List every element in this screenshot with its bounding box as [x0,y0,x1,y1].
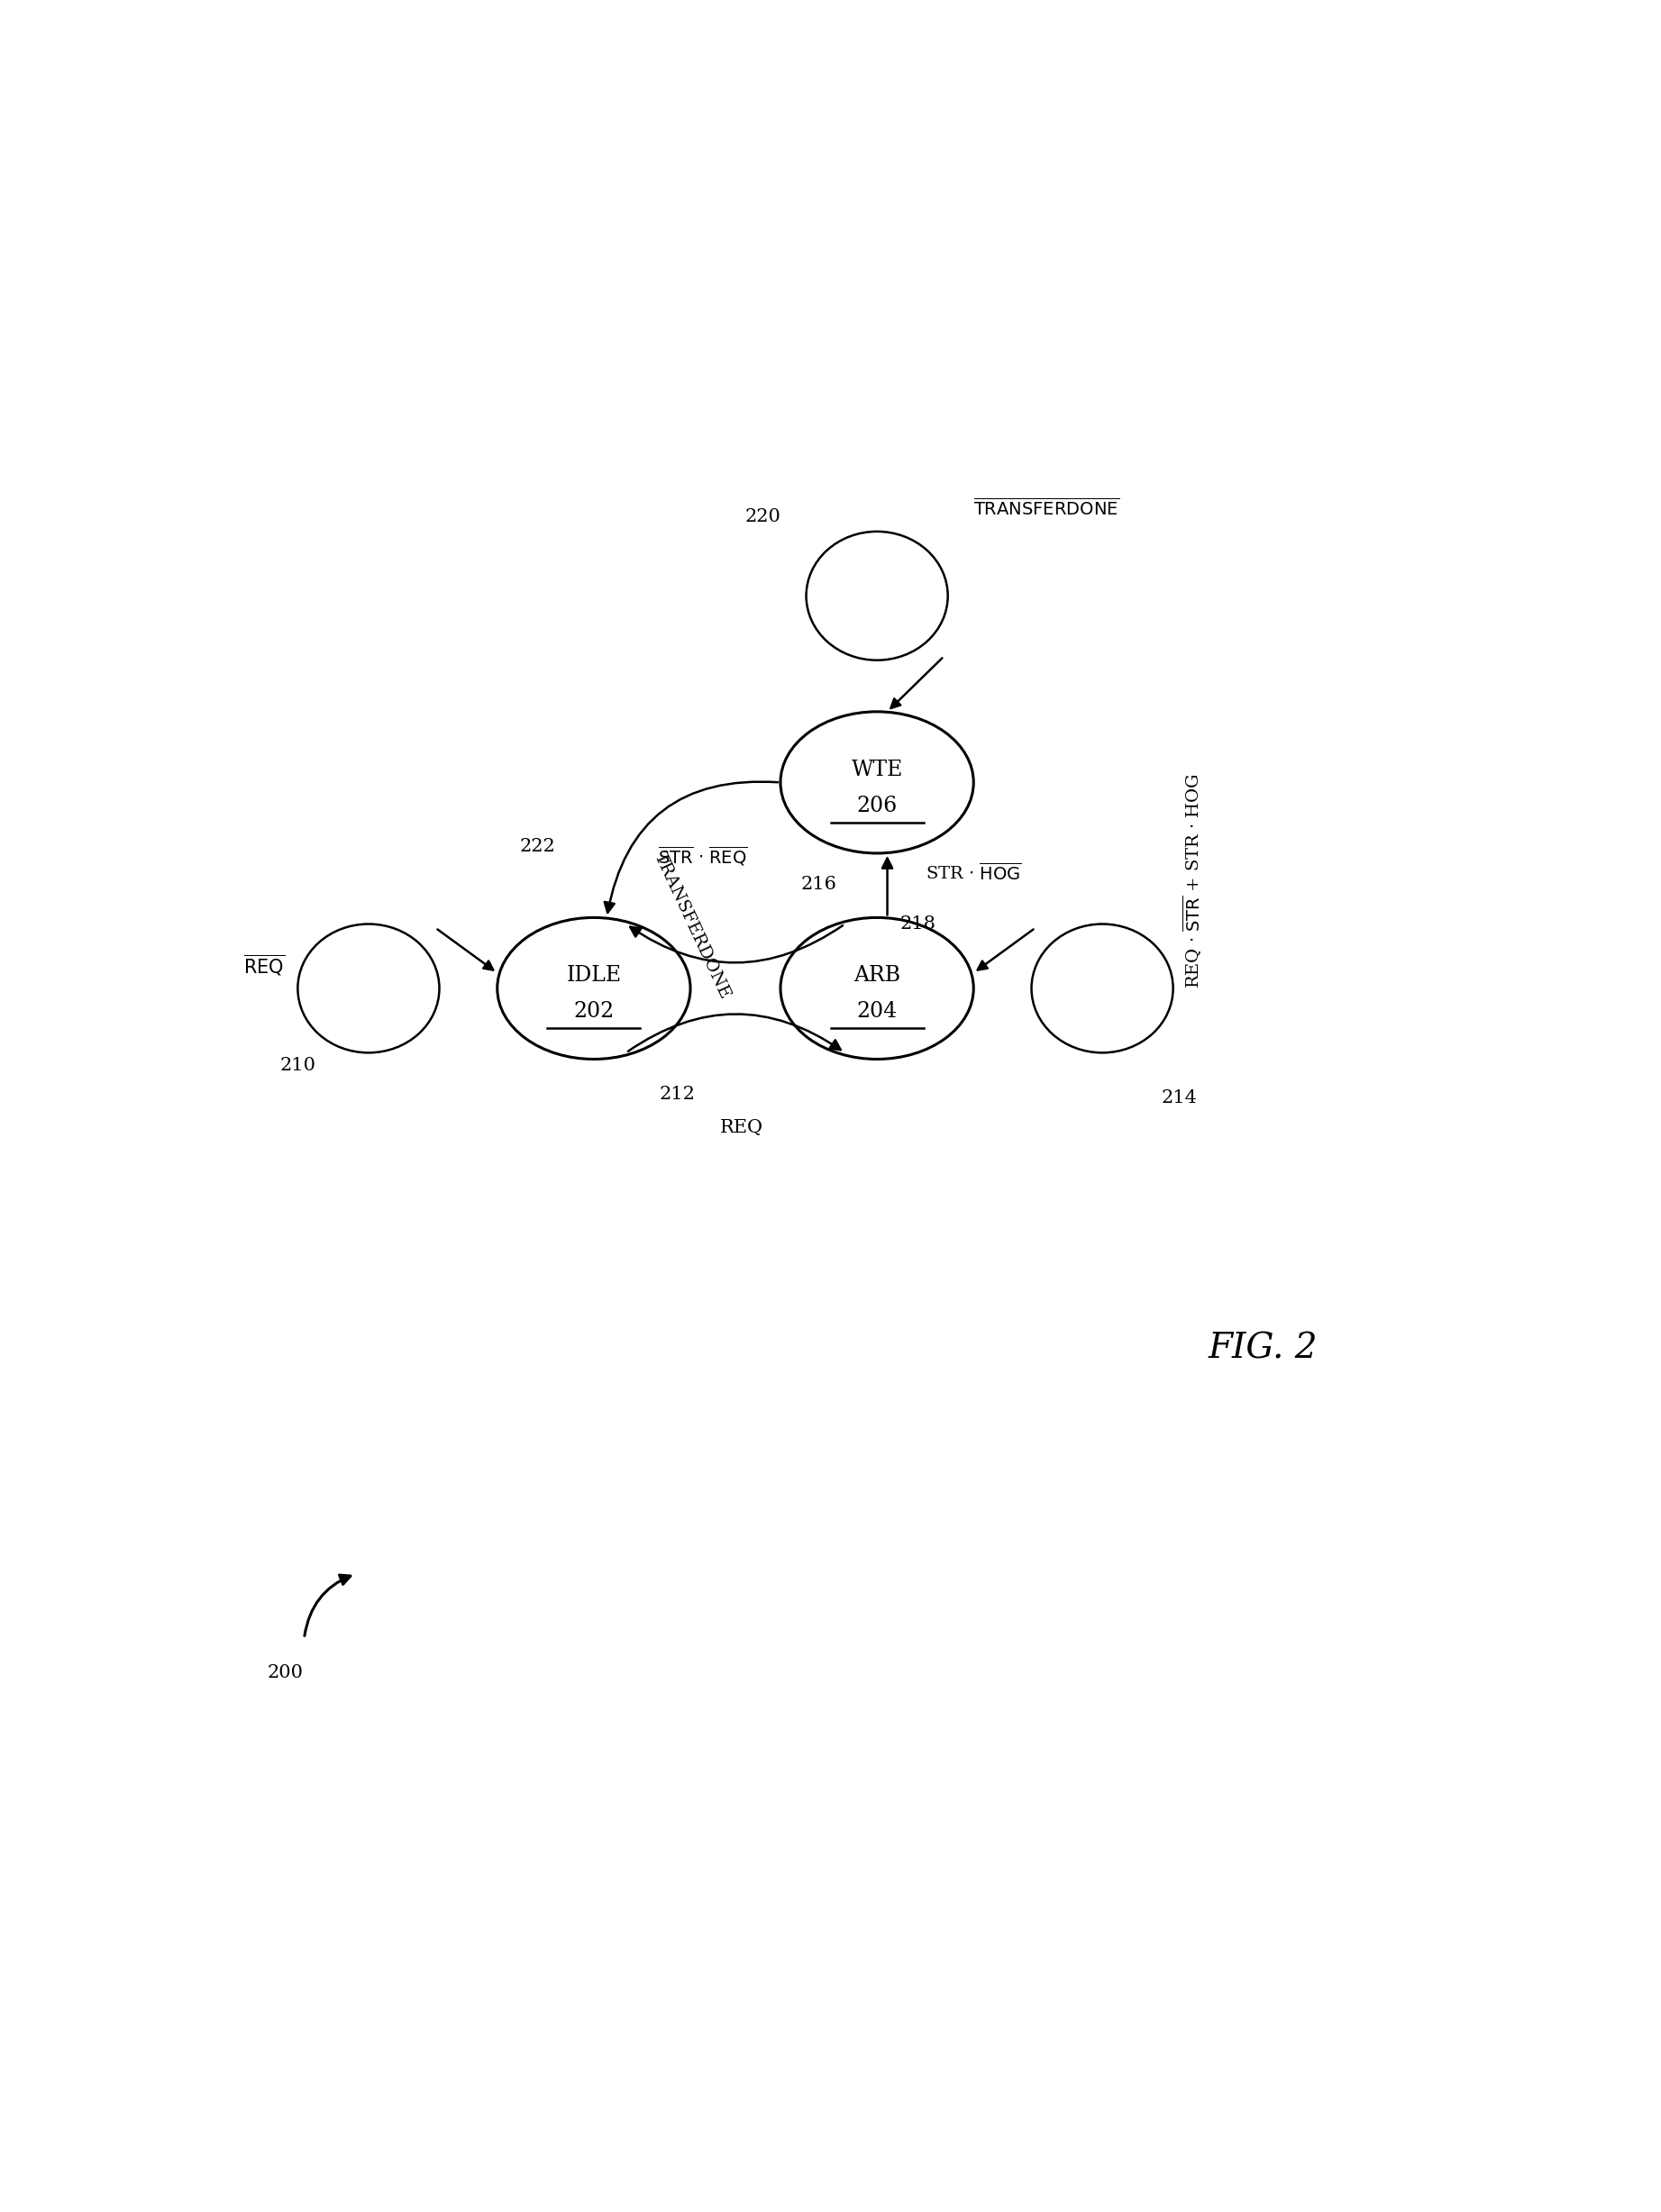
Text: 222: 222 [520,838,555,856]
Text: STR $\cdot$ $\overline{\mathrm{HOG}}$: STR $\cdot$ $\overline{\mathrm{HOG}}$ [925,863,1022,883]
Text: 202: 202 [573,1002,615,1022]
Text: 218: 218 [900,916,937,933]
Text: 212: 212 [659,1086,696,1102]
Text: 214: 214 [1161,1088,1198,1106]
Text: REQ $\cdot$ $\overline{\mathrm{STR}}$ + STR $\cdot$ HOG: REQ $\cdot$ $\overline{\mathrm{STR}}$ + … [1181,774,1204,989]
Text: 200: 200 [267,1663,302,1681]
Text: $\overline{\mathrm{REQ}}$: $\overline{\mathrm{REQ}}$ [243,953,284,978]
Text: FIG. 2: FIG. 2 [1209,1332,1317,1365]
Text: ARB: ARB [854,964,900,987]
Text: 204: 204 [857,1002,897,1022]
Text: 210: 210 [279,1057,316,1075]
Text: 206: 206 [857,796,897,816]
Text: WTE: WTE [850,759,904,781]
Text: REQ: REQ [721,1119,764,1137]
Text: $\overline{\mathrm{TRANSFERDONE}}$: $\overline{\mathrm{TRANSFERDONE}}$ [973,498,1120,518]
Text: IDLE: IDLE [566,964,621,987]
Text: TRANSFERDONE: TRANSFERDONE [651,849,733,1002]
Text: 220: 220 [744,509,781,524]
Text: $\overline{\mathrm{STR}}$ $\cdot$ $\overline{\mathrm{REQ}}$: $\overline{\mathrm{STR}}$ $\cdot$ $\over… [658,845,747,867]
Text: 216: 216 [801,876,837,894]
